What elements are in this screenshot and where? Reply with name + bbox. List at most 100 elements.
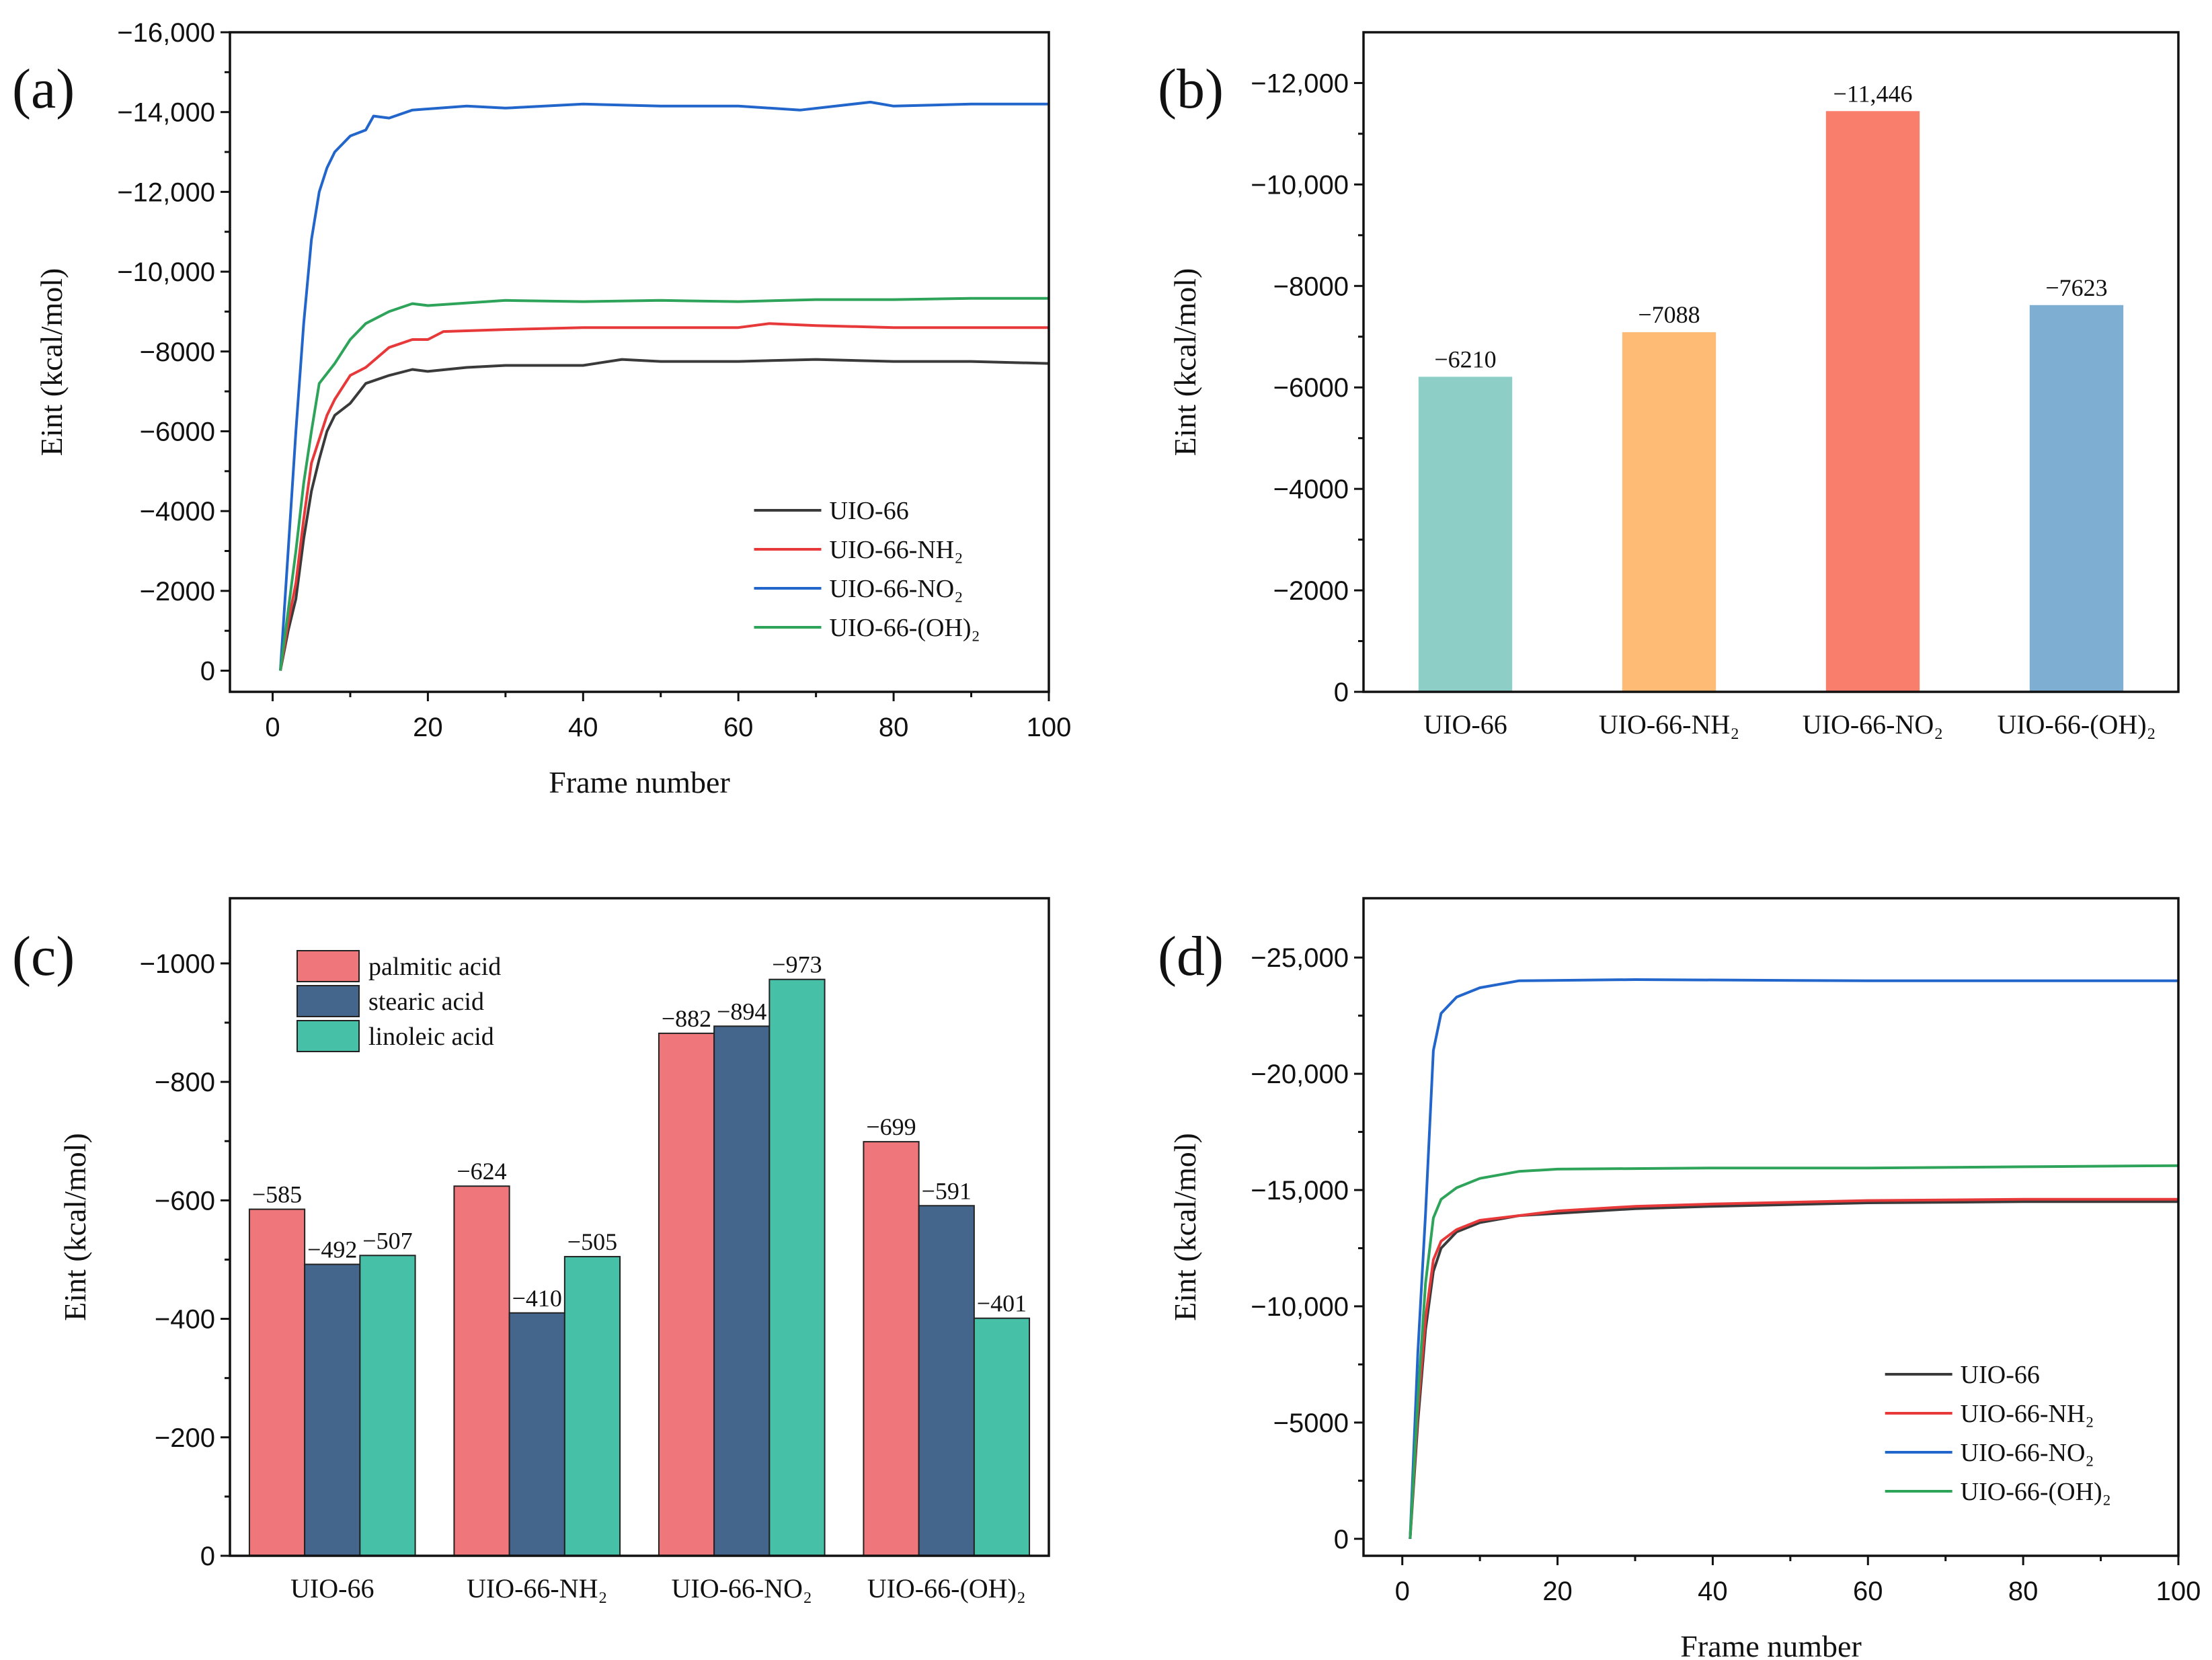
y-tick-label: −10,000 (117, 258, 215, 287)
bar (248, 1208, 306, 1557)
bar-value-label: −894 (717, 998, 766, 1025)
category-label: UIO-66-NH₂ (1599, 709, 1739, 740)
bar (973, 1317, 1031, 1557)
y-tick-label: −12,000 (117, 177, 215, 207)
y-tick-label: −25,000 (1251, 943, 1349, 973)
panel-letter: (b) (1158, 58, 1224, 120)
category-label: UIO-66-(OH)₂ (1997, 709, 2156, 740)
x-tick-label: 40 (1698, 1577, 1728, 1606)
x-tick-label: 20 (413, 713, 443, 742)
plot-frame (1362, 31, 2180, 693)
y-tick-label: −4000 (1273, 475, 1349, 504)
x-tick-label: 0 (1395, 1577, 1410, 1606)
legend-label: UIO-66-NO₂ (1961, 1439, 2094, 1467)
bar (863, 1141, 920, 1556)
y-tick-label: −600 (155, 1186, 215, 1216)
y-tick-label: −20,000 (1251, 1060, 1349, 1089)
y-tick-label: −2000 (140, 577, 215, 606)
bar (768, 978, 826, 1556)
y-tick-label: −12,000 (1251, 69, 1349, 98)
bar-value-label: −882 (662, 1005, 711, 1032)
series-line-3 (1409, 1164, 2178, 1539)
y-tick-label: −6000 (1273, 373, 1349, 403)
x-tick-label: 60 (1853, 1577, 1883, 1606)
bar-value-label: −624 (457, 1158, 506, 1185)
y-tick-label: 0 (200, 1542, 215, 1571)
category-label: UIO-66-NH₂ (467, 1573, 607, 1604)
panel-a: (a) 0 −2000 −4000 −6000 −8000 −10,000 −12,000 −1… (12, 18, 1071, 799)
panel-letter: (a) (12, 58, 75, 120)
bar-value-label: −11,446 (1833, 80, 1913, 107)
x-tick-label: 80 (2008, 1577, 2039, 1606)
bar-value-label: −585 (252, 1181, 302, 1208)
x-axis-label: Frame number (1680, 1629, 1862, 1660)
bar-value-label: −7623 (2045, 274, 2107, 301)
y-tick-label: 0 (1334, 1525, 1349, 1554)
y-tick-label: −400 (155, 1305, 215, 1335)
panel-c: (c) 0 −200 −400 −600 −800 −1000 Eint (kcal/mol)… (12, 897, 1050, 1604)
y-tick-label: −14,000 (117, 98, 215, 128)
bar (1825, 111, 1920, 693)
legend-label: UIO-66-NH₂ (830, 536, 963, 564)
category-label: UIO-66-(OH)₂ (867, 1573, 1026, 1604)
y-axis-label: Eint (kcal/mol) (1168, 1133, 1202, 1321)
x-axis-label: Frame number (549, 765, 730, 799)
legend-label: stearic acid (368, 988, 484, 1016)
x-tick-label: 40 (568, 713, 598, 742)
y-axis-label: Eint (kcal/mol) (58, 1133, 92, 1321)
legend-swatch (297, 950, 360, 982)
y-tick-label: −8000 (1273, 272, 1349, 301)
bar-value-label: −507 (362, 1227, 412, 1254)
bar (713, 1025, 771, 1556)
x-tick-label: 80 (879, 713, 909, 742)
series-line-1 (279, 322, 1049, 671)
y-tick-label: −16,000 (117, 18, 215, 48)
legend-label: linoleic acid (368, 1023, 494, 1051)
y-tick-label: −5000 (1273, 1409, 1349, 1438)
category-label: UIO-66-NO₂ (1803, 709, 1943, 740)
legend-swatch (297, 985, 360, 1017)
bar (359, 1255, 416, 1556)
y-tick-label: −200 (155, 1423, 215, 1453)
bar-value-label: −6210 (1434, 346, 1496, 372)
bar-value-label: −410 (512, 1285, 562, 1312)
x-tick-label: 100 (2156, 1577, 2201, 1606)
legend-label: UIO-66-(OH)₂ (1961, 1478, 2111, 1506)
bar (658, 1032, 715, 1556)
category-label: UIO-66 (1423, 709, 1507, 740)
panel-d: (d) 0 −5000 −10,000 −15,000 −20,000 −25,000 Ein… (1158, 897, 2201, 1660)
bar (918, 1205, 975, 1557)
panel-letter: (d) (1158, 925, 1224, 988)
bar-value-label: −591 (922, 1177, 972, 1204)
y-tick-label: −800 (155, 1068, 215, 1097)
bar (1622, 332, 1716, 692)
legend-label: UIO-66 (1961, 1361, 2040, 1389)
bar (508, 1312, 565, 1556)
series-line-0 (279, 358, 1049, 671)
y-axis-label: Eint (kcal/mol) (1168, 268, 1202, 457)
category-label: UIO-66 (290, 1573, 374, 1604)
y-tick-label: −10,000 (1251, 1292, 1349, 1322)
bar (304, 1263, 361, 1556)
bar-value-label: −973 (772, 951, 822, 978)
series-line-2 (1409, 978, 2178, 1539)
legend-label: UIO-66-(OH)₂ (830, 614, 980, 642)
y-tick-label: −6000 (140, 417, 215, 446)
x-tick-label: 100 (1027, 713, 1072, 742)
y-tick-label: −10,000 (1251, 170, 1349, 200)
y-axis-label: Eint (kcal/mol) (34, 268, 69, 457)
y-tick-label: 0 (1334, 678, 1349, 707)
panel-letter: (c) (12, 925, 75, 988)
bar (1418, 377, 1513, 692)
series-line-1 (1409, 1197, 2178, 1539)
panel-b: (b) 0 −2000 −4000 −6000 −8000 −10,000 −12,000 Ei… (1158, 31, 2180, 740)
y-tick-label: −2000 (1273, 576, 1349, 606)
bar-value-label: −401 (977, 1290, 1027, 1317)
legend-swatch (297, 1020, 360, 1052)
plot-frame (1362, 897, 2180, 1557)
legend-label: palmitic acid (368, 953, 501, 981)
bar-value-label: −505 (567, 1228, 617, 1255)
series-line-3 (279, 297, 1049, 671)
x-tick-label: 60 (723, 713, 754, 742)
y-tick-label: −1000 (140, 949, 215, 979)
